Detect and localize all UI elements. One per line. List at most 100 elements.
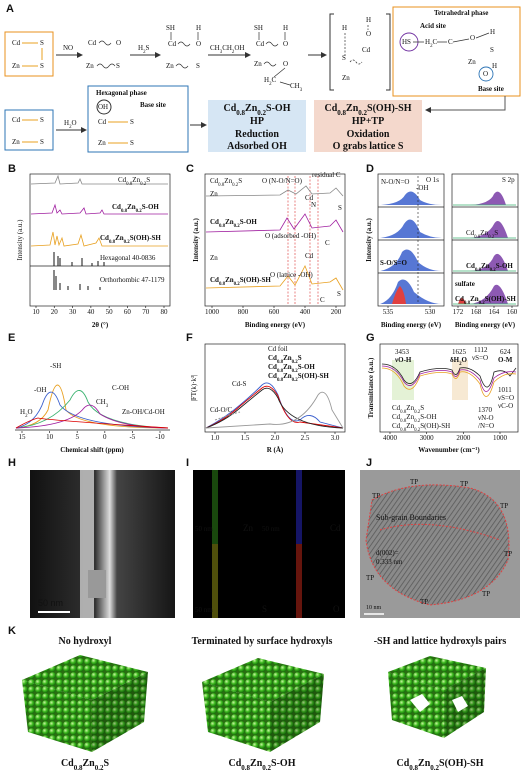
text-label: Cd0.8Zn0.2S-OH <box>112 203 159 214</box>
text-label: Cd0.8Zn0.2S(OH)-SH <box>210 276 271 287</box>
text-label: Cd <box>12 39 21 47</box>
text-label: νS=O <box>498 394 514 402</box>
x-tick-label: 2000 <box>456 434 471 442</box>
x-tick-label: -10 <box>155 433 165 441</box>
text-label: TP <box>372 492 380 500</box>
x-tick-label: 15 <box>19 433 27 441</box>
text-label: S <box>40 116 44 124</box>
text-label: Hexagonal phase <box>96 89 147 97</box>
shape <box>22 119 38 143</box>
text-label: S <box>262 604 267 614</box>
text-label: G <box>366 332 375 344</box>
shape <box>108 121 128 144</box>
text-label: HS <box>402 38 411 46</box>
text-label: 50 nm <box>262 525 280 533</box>
shape <box>205 213 344 233</box>
text-label: SH <box>254 24 263 32</box>
x-tick-label: 50 <box>106 308 114 316</box>
shape <box>366 484 509 605</box>
x-tick-label: 164 <box>489 308 500 316</box>
text-label: residual C <box>312 171 341 179</box>
shape <box>380 191 442 205</box>
shape <box>30 231 168 247</box>
text-label: TP <box>504 550 512 558</box>
text-label: J <box>366 457 372 469</box>
x-tick-label: 200 <box>331 308 342 316</box>
shape <box>22 655 148 700</box>
box <box>193 470 345 618</box>
text-label: 50 nm <box>195 525 213 533</box>
shape <box>15 417 169 429</box>
x-tick-label: 1.5 <box>241 434 250 442</box>
text-label: Binding energy (eV) <box>455 321 516 329</box>
x-tick-label: 5 <box>75 433 79 441</box>
shape <box>205 185 344 197</box>
text-label: H2O <box>64 119 77 130</box>
shape <box>380 219 442 238</box>
text-label: |FT(k)·k³| <box>190 374 198 401</box>
text-label: Zn <box>86 62 94 70</box>
shape <box>258 32 291 86</box>
text-label: Oxidation <box>347 129 390 140</box>
shape <box>287 176 319 304</box>
text-label: R (Å) <box>267 446 284 454</box>
text-label: O <box>483 70 488 78</box>
text-label: N <box>311 201 316 209</box>
text-label: TP <box>366 574 374 582</box>
text-label: Cd0.8Zn0.2S <box>210 177 242 188</box>
text-label: SH <box>166 24 175 32</box>
text-label: OH <box>98 103 108 111</box>
x-tick-label: 10 <box>33 308 41 316</box>
box <box>87 85 189 153</box>
text-label: TP <box>482 590 490 598</box>
text-label: O <box>470 34 475 42</box>
text-label: Cd0.8Zn0.2S-OH <box>268 363 315 374</box>
shape <box>205 385 344 429</box>
text-label: K <box>8 625 16 637</box>
text-label: δH2O <box>450 356 468 367</box>
text-label: Cd0.8Zn0.2S(OH)-SH <box>397 758 484 772</box>
text-label: B <box>8 163 16 175</box>
text-label: Acid site <box>420 22 446 30</box>
x-tick-label: 70 <box>142 308 150 316</box>
shape <box>380 249 442 271</box>
text-label: O (N-O/N=O) <box>262 177 303 185</box>
text-label: /N=O <box>478 422 494 430</box>
text-label: I <box>186 457 189 469</box>
text-label: Hexagonal 40-0836 <box>100 254 156 262</box>
x-tick-label: 1000 <box>493 434 508 442</box>
shape <box>53 252 105 290</box>
crystal-model <box>22 655 148 752</box>
shape <box>380 279 442 304</box>
shape <box>15 404 169 429</box>
text-label: νS=O <box>472 354 488 362</box>
x-tick-label: 4000 <box>383 434 398 442</box>
text-label: S <box>490 46 494 54</box>
text-label: Cd0.8Zn0.2S-OH <box>392 413 437 424</box>
shape <box>170 32 199 69</box>
x-tick-label: -5 <box>129 433 135 441</box>
shape <box>205 387 344 429</box>
x-tick-label: 10 <box>46 433 54 441</box>
text-label: Sub-grain Boundaries <box>376 513 446 522</box>
text-label: H <box>342 24 347 32</box>
text-label: Zn <box>98 139 106 147</box>
shape <box>344 25 369 65</box>
text-label: S <box>130 139 134 147</box>
text-label: 50 nm <box>38 598 63 608</box>
x-tick-label: 535 <box>383 308 394 316</box>
text-label: S <box>40 39 44 47</box>
shape <box>329 13 391 91</box>
x-tick-label: 3.0 <box>331 434 340 442</box>
x-tick-label: 0 <box>103 433 107 441</box>
text-label: Zn <box>254 60 262 68</box>
shape <box>30 203 168 215</box>
x-tick-label: 530 <box>425 308 436 316</box>
text-label: Cd0.8Zn0.2S <box>118 176 150 187</box>
shape <box>388 656 486 690</box>
box <box>212 470 218 544</box>
text-label: O (lattice -OH) <box>270 271 313 279</box>
text-label: HP <box>250 116 264 127</box>
text-label: S <box>342 54 346 62</box>
text-label: 3453 <box>395 348 410 356</box>
